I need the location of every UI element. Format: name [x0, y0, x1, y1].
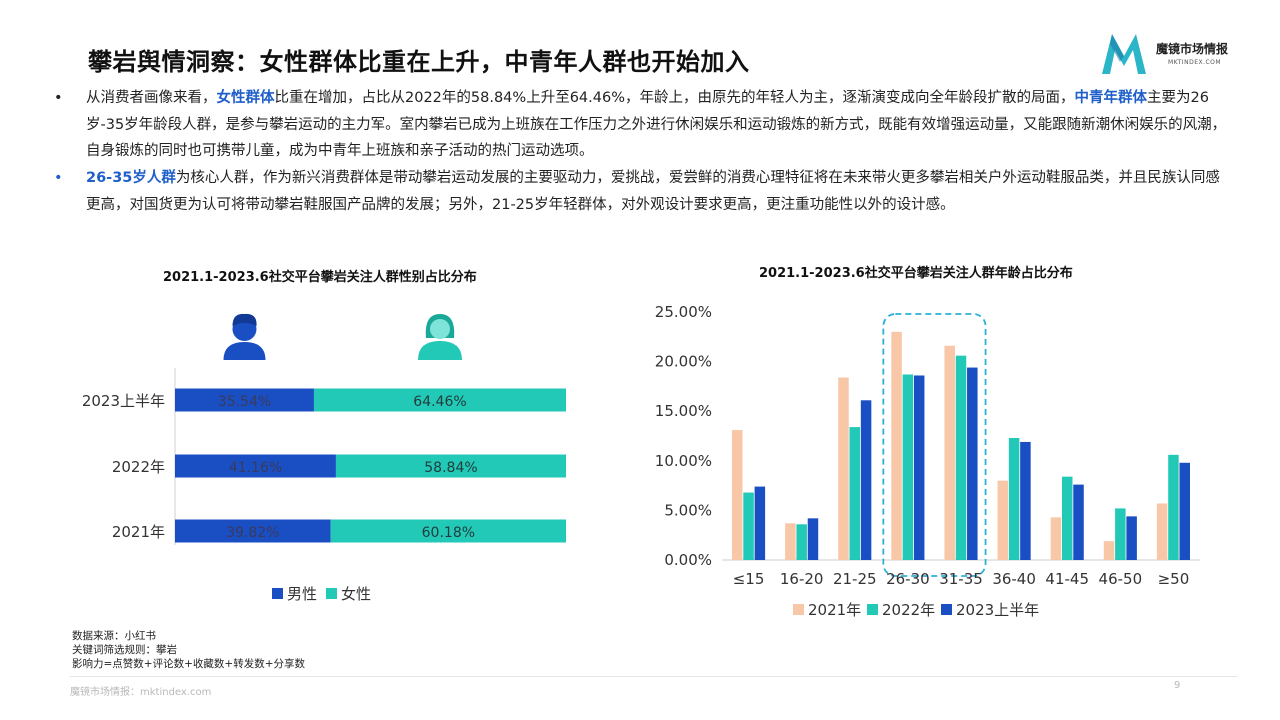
highlight-text: 26-35岁人群 — [86, 170, 176, 186]
category-label: 2023上半年 — [82, 392, 165, 410]
bar-41-45-2 — [1073, 484, 1084, 560]
bullet-text: 26-35岁人群为核心人群，作为新兴消费群体是带动攀岩运动发展的主要驱动力，爱挑… — [86, 165, 1234, 218]
bar-≥50-2 — [1179, 462, 1190, 560]
bar-26-30-1 — [902, 374, 914, 560]
bar-41-45-1 — [1061, 476, 1073, 560]
x-tick-label: 41-45 — [1045, 570, 1089, 588]
legend-label: 2021年 — [808, 601, 861, 619]
footer-source: 魔镜市场情报：mktindex.com — [70, 687, 212, 698]
data-label: 39.82% — [226, 525, 279, 541]
x-tick-label: 36-40 — [992, 570, 1036, 588]
bar-41-45-0 — [1050, 517, 1062, 560]
x-tick-label: 16-20 — [780, 570, 824, 588]
bar-16-20-0 — [785, 523, 796, 560]
y-tick-label: 20.00% — [655, 353, 712, 371]
bar-male — [175, 454, 336, 478]
bar-26-30-0 — [891, 331, 902, 560]
data-label: 58.84% — [424, 460, 477, 476]
bar-36-40-2 — [1020, 441, 1031, 560]
bar-≤15-2 — [754, 486, 766, 560]
bullet-text: 从消费者画像来看，女性群体比重在增加，占比从2022年的58.84%上升至64.… — [86, 85, 1234, 165]
legend-label: 女性 — [341, 585, 371, 603]
bar-21-25-2 — [860, 400, 872, 560]
legend-swatch — [272, 588, 283, 599]
bar-≤15-1 — [743, 492, 754, 560]
bar-≤15-0 — [732, 430, 743, 560]
category-label: 2021年 — [112, 523, 165, 541]
bullet-paragraph-1: • 从消费者画像来看，女性群体比重在增加，占比从2022年的58.84%上升至6… — [54, 85, 1234, 165]
bar-≥50-0 — [1156, 503, 1168, 560]
gender-chart: 2023上半年 35.54% 64.46% 2022年 41.16% 58.84% 2021… — [82, 313, 566, 603]
y-tick-label: 10.00% — [655, 452, 712, 470]
bar-36-40-0 — [997, 480, 1009, 560]
footnote-source: 数据来源：小红书 — [72, 630, 156, 642]
bar-31-35-2 — [967, 367, 978, 560]
x-tick-label: ≥50 — [1158, 570, 1190, 588]
age-chart-title: 2021.1-2023.6社交平台攀岩关注人群年龄占比分布 — [759, 266, 1073, 281]
y-tick-label: 25.00% — [655, 303, 712, 321]
data-label: 60.18% — [422, 525, 475, 541]
bar-female — [335, 454, 566, 478]
logo-domain: MKTINDEX.COM — [1168, 59, 1222, 66]
footer-divider — [70, 676, 1238, 677]
category-label: 2022年 — [112, 458, 165, 476]
bar-31-35-0 — [944, 345, 955, 560]
data-label: 41.16% — [229, 460, 282, 476]
bullet-dot: • — [54, 90, 63, 106]
bar-female — [330, 519, 566, 543]
highlight-text: 女性群体 — [216, 90, 275, 106]
bar-46-50-0 — [1103, 541, 1115, 560]
highlight-box — [882, 313, 987, 577]
page-number: 9 — [1174, 680, 1181, 691]
highlight-text: 中青年群体 — [1074, 90, 1147, 106]
bar-21-25-0 — [838, 377, 849, 560]
page-title: 攀岩舆情洞察：女性群体比重在上升，中青年人群也开始加入 — [88, 48, 750, 76]
y-tick-label: 15.00% — [655, 402, 712, 420]
bullet-paragraph-2: • 26-35岁人群为核心人群，作为新兴消费群体是带动攀岩运动发展的主要驱动力，… — [54, 165, 1234, 218]
y-tick-label: 5.00% — [664, 501, 712, 519]
body-text: 主要为26岁-35岁年龄段人群，是参与攀岩运动的主力军。室内攀岩已成为上班族在工… — [86, 90, 1227, 159]
footnote-keyword-rule: 关键词筛选规则：攀岩 — [72, 644, 177, 656]
gender-chart-title: 2021.1-2023.6社交平台攀岩关注人群性别占比分布 — [163, 270, 477, 285]
x-tick-label: 46-50 — [1099, 570, 1143, 588]
bar-26-30-2 — [913, 375, 925, 560]
bar-21-25-1 — [849, 427, 861, 560]
bar-46-50-2 — [1126, 516, 1137, 560]
x-tick-label: 26-30 — [886, 570, 930, 588]
bar-31-35-1 — [955, 355, 967, 560]
footnote-influence-formula: 影响力=点赞数+评论数+收藏数+转发数+分享数 — [72, 658, 305, 670]
legend-swatch — [941, 604, 952, 615]
legend-label: 2022年 — [882, 601, 935, 619]
bar-female — [313, 388, 566, 412]
female-person-icon — [417, 314, 462, 360]
y-tick-label: 0.00% — [664, 551, 712, 569]
legend-swatch — [867, 604, 878, 615]
bar-16-20-2 — [807, 518, 819, 560]
data-label: 64.46% — [413, 394, 466, 410]
logo-brand: 魔镜市场情报 — [1156, 42, 1229, 56]
legend-swatch — [326, 588, 337, 599]
x-tick-label: 31-35 — [939, 570, 983, 588]
footnote: 数据来源：小红书 关键词筛选规则：攀岩 影响力=点赞数+评论数+收藏数+转发数+… — [72, 629, 305, 671]
logo: 魔镜市场情报 MKTINDEX.COM — [1098, 30, 1258, 78]
x-tick-label: 21-25 — [833, 570, 877, 588]
legend-swatch — [793, 604, 804, 615]
legend-label: 男性 — [287, 585, 317, 603]
age-chart: 0.00% 5.00% 10.00% 15.00% 20.00% 25.00% ≤15 16-… — [655, 303, 1200, 619]
logo-mark-icon — [1102, 34, 1146, 74]
x-tick-label: ≤15 — [733, 570, 765, 588]
bar-36-40-1 — [1008, 437, 1020, 560]
bar-male — [175, 519, 331, 543]
bar-16-20-1 — [796, 524, 807, 560]
bar-≥50-1 — [1168, 454, 1179, 560]
legend-label: 2023上半年 — [956, 601, 1039, 619]
bar-male — [175, 388, 314, 412]
male-person-icon — [223, 313, 266, 360]
bullet-dot: • — [54, 170, 63, 186]
data-label: 35.54% — [218, 394, 271, 410]
body-text: 从消费者画像来看， — [86, 90, 217, 106]
body-text: 为核心人群，作为新兴消费群体是带动攀岩运动发展的主要驱动力，爱挑战，爱尝鲜的消费… — [86, 170, 1220, 213]
body-text: 比重在增加，占比从2022年的58.84%上升至64.46%，年龄上，由原先的年… — [274, 90, 1075, 106]
bar-46-50-1 — [1115, 508, 1126, 560]
